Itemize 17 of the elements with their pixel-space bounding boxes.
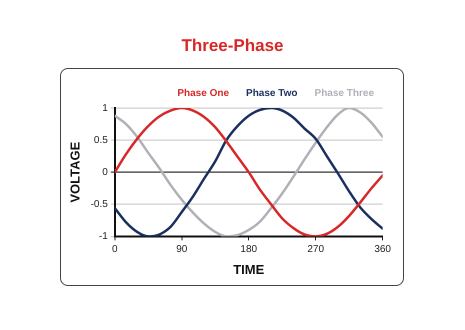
- x-tick-label: 360: [374, 244, 392, 256]
- x-tick-label: 270: [307, 244, 324, 256]
- y-tick-label: 1: [102, 102, 108, 114]
- y-tick-label: -1: [98, 231, 108, 242]
- y-tick-label: 0: [102, 166, 108, 178]
- chart-title: Three-Phase: [180, 36, 285, 56]
- x-tick-label: 180: [240, 244, 258, 256]
- series-label: Phase Two: [246, 88, 298, 99]
- y-axis-title: VOLTAGE: [67, 141, 82, 203]
- y-tick-label: -0.5: [90, 199, 108, 210]
- x-tick-label: 0: [112, 244, 118, 256]
- y-tick-label: 0.5: [94, 134, 108, 146]
- series-label: Phase Three: [314, 88, 374, 99]
- series-label: Phase One: [177, 88, 230, 99]
- x-axis-title: TIME: [233, 262, 265, 277]
- x-tick-label: 90: [176, 244, 188, 256]
- line-series: [114, 108, 383, 236]
